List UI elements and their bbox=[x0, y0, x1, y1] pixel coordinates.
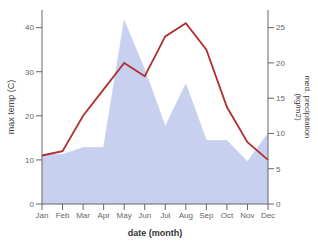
svg-text:max temp (C): max temp (C) bbox=[8, 80, 16, 135]
svg-text:15: 15 bbox=[276, 94, 285, 103]
svg-text:Jun: Jun bbox=[138, 211, 151, 220]
svg-text:Aug: Aug bbox=[179, 211, 193, 220]
svg-text:Mar: Mar bbox=[76, 211, 90, 220]
svg-text:25: 25 bbox=[276, 23, 285, 32]
svg-text:0: 0 bbox=[30, 200, 35, 209]
svg-text:Jan: Jan bbox=[36, 211, 49, 220]
svg-text:Feb: Feb bbox=[56, 211, 70, 220]
svg-text:med. precipitation(kg/m2): med. precipitation(kg/m2) bbox=[294, 75, 310, 138]
svg-text:20: 20 bbox=[276, 59, 285, 68]
svg-text:Oct: Oct bbox=[221, 211, 234, 220]
svg-text:10: 10 bbox=[25, 156, 34, 165]
svg-text:20: 20 bbox=[25, 112, 34, 121]
svg-text:Sep: Sep bbox=[199, 211, 214, 220]
svg-text:May: May bbox=[117, 211, 132, 220]
svg-text:Nov: Nov bbox=[240, 211, 254, 220]
svg-text:Dec: Dec bbox=[261, 211, 275, 220]
svg-text:5: 5 bbox=[276, 165, 281, 174]
svg-text:30: 30 bbox=[25, 68, 34, 77]
svg-text:10: 10 bbox=[276, 129, 285, 138]
svg-text:date (month): date (month) bbox=[128, 228, 183, 238]
svg-text:0: 0 bbox=[276, 200, 281, 209]
svg-text:Apr: Apr bbox=[97, 211, 110, 220]
svg-text:40: 40 bbox=[25, 23, 34, 32]
svg-text:Jul: Jul bbox=[160, 211, 170, 220]
